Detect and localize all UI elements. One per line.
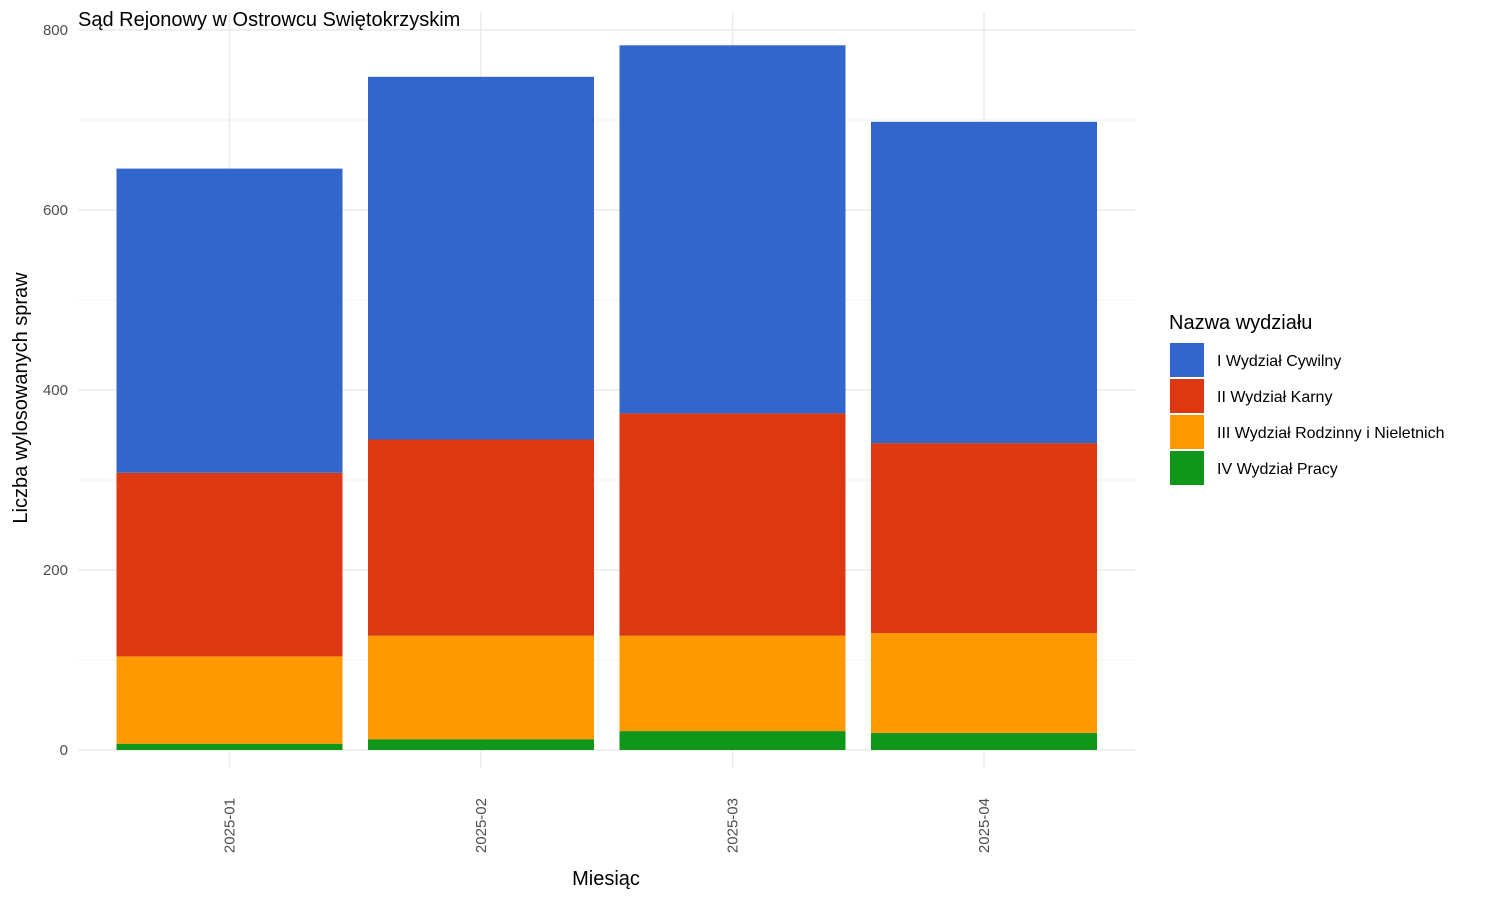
x-tick-label: 2025-01 bbox=[222, 798, 239, 853]
bar-segment bbox=[871, 121, 1097, 444]
legend-swatch bbox=[1170, 343, 1204, 377]
bar-segment bbox=[619, 45, 846, 414]
x-axis-ticks: 2025-01 2025-02 2025-03 2025-04 bbox=[222, 798, 994, 853]
bar-segment bbox=[619, 635, 846, 732]
bar-segment bbox=[116, 743, 343, 750]
bar-segment bbox=[871, 732, 1097, 750]
bar-segment bbox=[368, 635, 594, 740]
y-axis-ticks: 0 200 400 600 800 bbox=[43, 22, 68, 759]
legend-swatch bbox=[1170, 451, 1204, 485]
x-axis-title: Miesiąc bbox=[572, 868, 640, 890]
y-tick-label: 400 bbox=[43, 382, 68, 399]
legend-title: Nazwa wydziału bbox=[1169, 312, 1312, 334]
x-tick-label: 2025-02 bbox=[473, 798, 490, 853]
bars bbox=[116, 45, 1097, 750]
bar-segment bbox=[619, 731, 846, 750]
legend-swatch bbox=[1170, 415, 1204, 449]
bar-segment bbox=[871, 443, 1097, 633]
y-tick-label: 800 bbox=[43, 22, 68, 39]
bar-segment bbox=[368, 739, 594, 750]
bar-segment bbox=[368, 76, 594, 440]
x-tick-label: 2025-04 bbox=[976, 798, 993, 853]
bar-segment bbox=[116, 472, 343, 657]
legend-label: II Wydział Karny bbox=[1217, 389, 1332, 406]
chart-title: Sąd Rejonowy w Ostrowcu Swiętokrzyskim bbox=[78, 9, 460, 31]
y-tick-label: 0 bbox=[60, 742, 68, 759]
bar-segment bbox=[116, 168, 343, 473]
bar-segment bbox=[368, 439, 594, 636]
bar-segment bbox=[871, 633, 1097, 733]
legend-swatch bbox=[1170, 379, 1204, 413]
bar-segment bbox=[116, 656, 343, 744]
legend: Nazwa wydziału I Wydział Cywilny II Wydzi… bbox=[1169, 312, 1445, 485]
y-tick-label: 200 bbox=[43, 562, 68, 579]
y-tick-label: 600 bbox=[43, 202, 68, 219]
legend-label: IV Wydział Pracy bbox=[1217, 461, 1338, 478]
x-tick-label: 2025-03 bbox=[725, 798, 742, 853]
legend-label: I Wydział Cywilny bbox=[1217, 353, 1341, 370]
y-axis-title: Liczba wylosowanych spraw bbox=[10, 272, 32, 524]
legend-label: III Wydział Rodzinny i Nieletnich bbox=[1217, 425, 1445, 442]
bar-segment bbox=[619, 413, 846, 636]
